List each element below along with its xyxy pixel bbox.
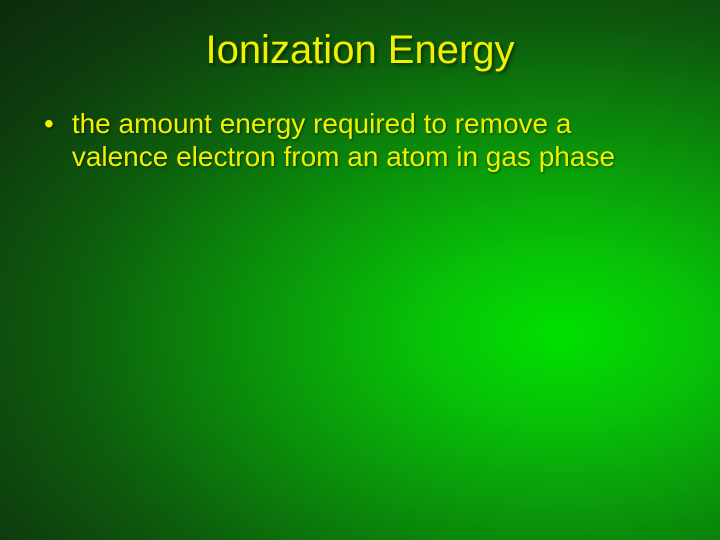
bullet-marker: •: [44, 107, 54, 141]
slide-container: Ionization Energy • the amount energy re…: [0, 0, 720, 540]
slide-title: Ionization Energy: [40, 28, 680, 73]
bullet-item: • the amount energy required to remove a…: [40, 107, 680, 173]
bullet-text: the amount energy required to remove a v…: [72, 107, 632, 173]
